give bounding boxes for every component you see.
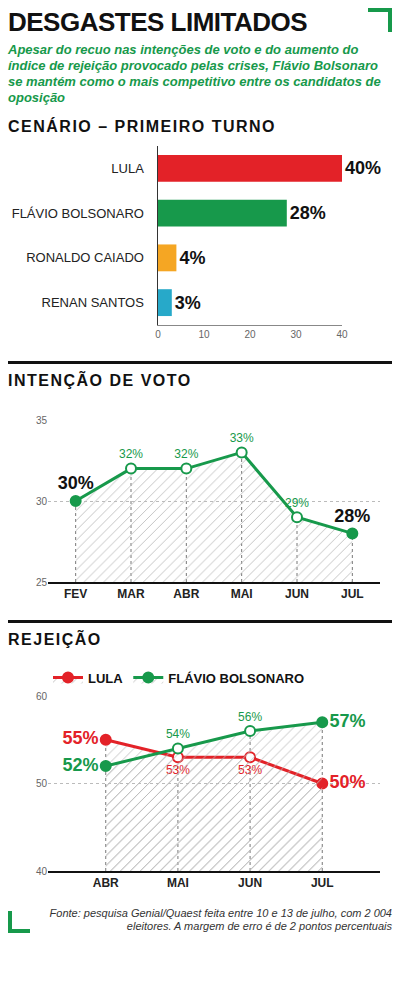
svg-text:29%: 29% bbox=[285, 496, 309, 510]
svg-text:MAI: MAI bbox=[167, 876, 189, 890]
svg-text:FLÁVIO BOLSONARO: FLÁVIO BOLSONARO bbox=[12, 206, 144, 221]
svg-text:JUL: JUL bbox=[341, 587, 364, 601]
svg-text:57%: 57% bbox=[330, 711, 366, 731]
html-text:DESGASTES LIMITADOS: DESGASTES LIMITADOS bbox=[8, 7, 308, 37]
svg-text:60: 60 bbox=[36, 691, 48, 702]
svg-text:MAR: MAR bbox=[117, 587, 145, 601]
svg-text:10: 10 bbox=[198, 329, 210, 340]
html-text:CENÁRIO – PRIMEIRO TURNO: CENÁRIO – PRIMEIRO TURNO bbox=[8, 118, 276, 135]
svg-text:3%: 3% bbox=[175, 293, 201, 313]
svg-text:RENAN SANTOS: RENAN SANTOS bbox=[42, 295, 145, 310]
svg-text:FEV: FEV bbox=[64, 587, 87, 601]
svg-text:30: 30 bbox=[36, 496, 48, 507]
svg-text:RONALDO CAIADO: RONALDO CAIADO bbox=[26, 250, 144, 265]
svg-text:50: 50 bbox=[36, 778, 48, 789]
svg-text:50%: 50% bbox=[330, 772, 366, 792]
svg-text:MAI: MAI bbox=[231, 587, 253, 601]
html-text:INTENÇÃO DE VOTO: INTENÇÃO DE VOTO bbox=[8, 372, 192, 389]
svg-text:32%: 32% bbox=[119, 447, 143, 461]
svg-text:30%: 30% bbox=[58, 473, 94, 493]
svg-text:40%: 40% bbox=[345, 158, 381, 178]
svg-text:LULA: LULA bbox=[111, 161, 144, 176]
svg-text:JUL: JUL bbox=[311, 876, 334, 890]
svg-text:25: 25 bbox=[36, 577, 48, 588]
svg-text:32%: 32% bbox=[174, 447, 198, 461]
svg-text:40: 40 bbox=[336, 329, 348, 340]
html-text:REJEIÇÃO: REJEIÇÃO bbox=[8, 631, 102, 648]
svg-text:28%: 28% bbox=[334, 506, 370, 526]
svg-text:20: 20 bbox=[244, 329, 256, 340]
svg-text:ABR: ABR bbox=[93, 876, 119, 890]
svg-text:56%: 56% bbox=[238, 710, 262, 724]
svg-text:JUN: JUN bbox=[238, 876, 262, 890]
svg-text:40: 40 bbox=[36, 866, 48, 877]
svg-text:FLÁVIO BOLSONARO: FLÁVIO BOLSONARO bbox=[168, 671, 304, 686]
svg-text:35: 35 bbox=[36, 415, 48, 426]
svg-text:33%: 33% bbox=[230, 431, 254, 445]
svg-text:28%: 28% bbox=[290, 203, 326, 223]
svg-text:55%: 55% bbox=[62, 728, 98, 748]
svg-text:LULA: LULA bbox=[88, 671, 123, 686]
svg-text:53%: 53% bbox=[238, 763, 262, 777]
svg-text:JUN: JUN bbox=[285, 587, 309, 601]
html-text:Fonte: pesquisa Genial/Quaest: Fonte: pesquisa Genial/Quaest feita entr… bbox=[49, 907, 392, 932]
svg-text:0: 0 bbox=[155, 329, 161, 340]
svg-text:54%: 54% bbox=[166, 727, 190, 741]
svg-text:30: 30 bbox=[290, 329, 302, 340]
svg-text:52%: 52% bbox=[62, 755, 98, 775]
html-text:Apesar do recuo nas intenções: Apesar do recuo nas intenções de voto e … bbox=[8, 42, 381, 105]
svg-text:4%: 4% bbox=[179, 248, 205, 268]
svg-text:ABR: ABR bbox=[173, 587, 199, 601]
svg-text:53%: 53% bbox=[166, 763, 190, 777]
